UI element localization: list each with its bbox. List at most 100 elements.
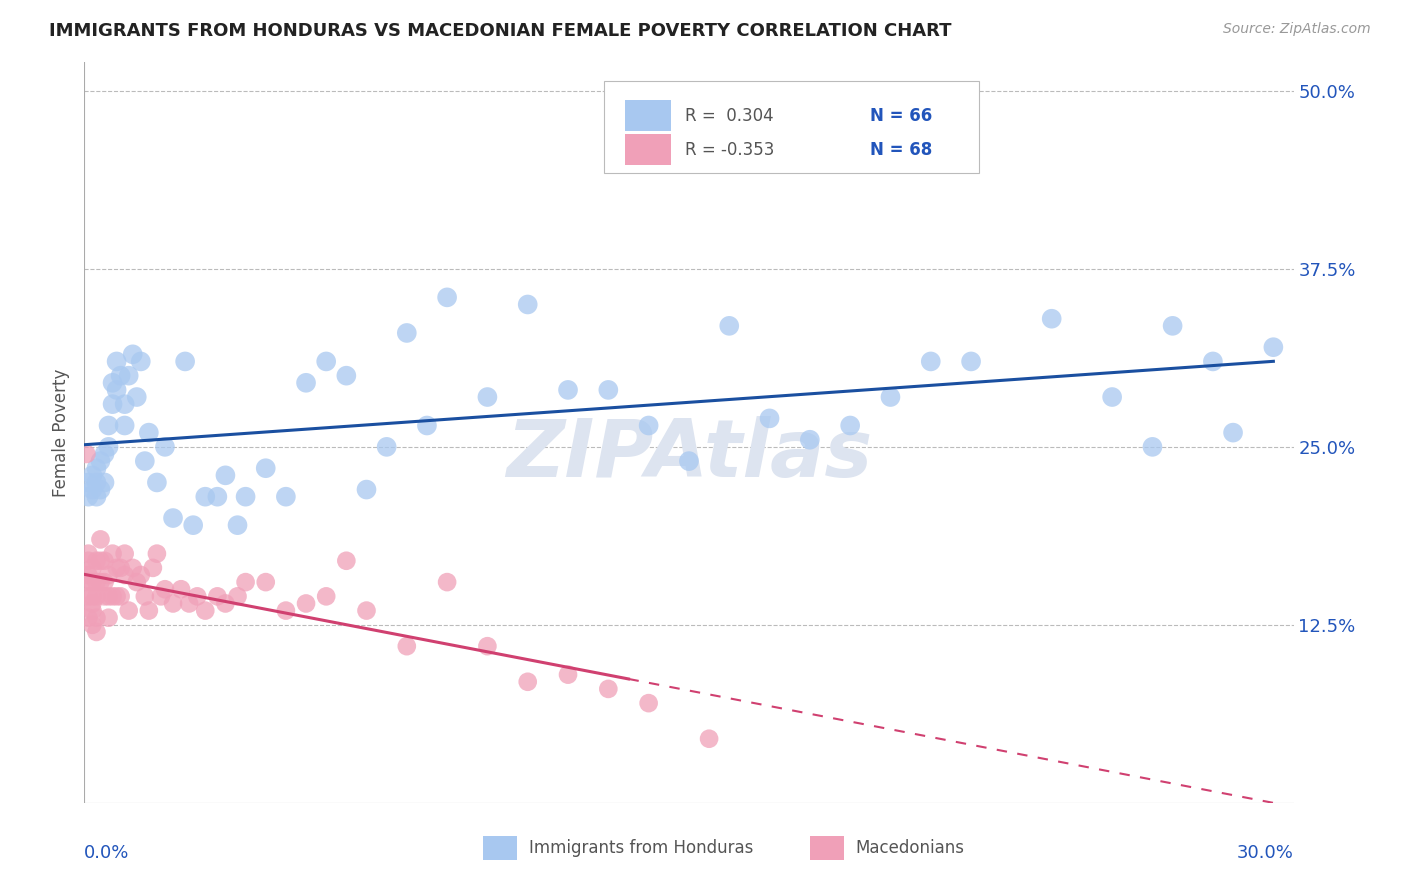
Point [110,590,132,604]
Point [77,547,100,561]
Point [226,518,249,533]
Point [105,383,128,397]
Text: 0.0%: 0.0% [84,844,129,862]
Point [110,561,132,575]
Point [93,590,115,604]
Point [86,461,108,475]
Point [97,568,120,582]
Point [77,590,100,604]
Point [186,590,208,604]
Point [395,326,418,340]
Text: R =  0.304: R = 0.304 [685,107,773,125]
Text: 30.0%: 30.0% [1237,844,1294,862]
Point [89,575,111,590]
Point [718,318,741,333]
Point [295,597,318,611]
Point [101,376,124,390]
Point [162,597,184,611]
Point [207,490,229,504]
Text: Immigrants from Honduras: Immigrants from Honduras [529,839,754,857]
Point [375,440,398,454]
Point [101,397,124,411]
FancyBboxPatch shape [484,836,517,860]
Point [93,447,115,461]
Point [105,354,128,368]
Point [77,554,100,568]
FancyBboxPatch shape [624,135,671,165]
Point [181,518,204,533]
Point [516,674,538,689]
Point [356,604,378,618]
Text: N = 68: N = 68 [870,141,932,159]
Point [799,433,821,447]
Point [101,547,124,561]
Point [174,354,197,368]
Point [274,490,297,504]
Point [97,418,120,433]
Point [105,590,128,604]
Point [516,297,538,311]
Point [335,368,357,383]
Point [121,347,143,361]
Point [114,418,136,433]
Point [89,454,111,468]
Point [214,468,236,483]
Point [97,590,120,604]
Text: R = -0.353: R = -0.353 [685,141,775,159]
Point [274,604,297,618]
Text: ZIPAtlas: ZIPAtlas [506,416,872,494]
Point [1161,318,1184,333]
Point [86,610,108,624]
Point [129,354,152,368]
Point [1202,354,1225,368]
Point [138,425,160,440]
Point [114,397,136,411]
Point [477,390,499,404]
Point [97,610,120,624]
Point [839,418,862,433]
Point [315,354,337,368]
Point [960,354,983,368]
Point [82,617,104,632]
Point [637,696,659,710]
Point [335,554,357,568]
Y-axis label: Female Poverty: Female Poverty [52,368,70,497]
Point [416,418,439,433]
Point [118,368,141,383]
Point [235,575,257,590]
Point [395,639,418,653]
Point [82,597,104,611]
Point [153,582,176,597]
Point [436,575,458,590]
Point [121,561,143,575]
Text: N = 66: N = 66 [870,107,932,125]
FancyBboxPatch shape [605,81,979,173]
Point [179,597,201,611]
Point [86,475,108,490]
Point [637,418,659,433]
Point [86,624,108,639]
Point [82,575,104,590]
Point [134,590,156,604]
Point [254,461,277,475]
Point [93,554,115,568]
Point [1142,440,1164,454]
Point [75,447,97,461]
Point [138,604,160,618]
Point [598,681,620,696]
Point [1263,340,1285,354]
Point [86,490,108,504]
FancyBboxPatch shape [810,836,844,860]
Point [678,454,700,468]
Point [118,604,141,618]
Point [194,490,217,504]
Point [82,483,104,497]
Text: Source: ZipAtlas.com: Source: ZipAtlas.com [1223,22,1371,37]
Point [477,639,499,653]
Point [134,454,156,468]
Point [356,483,378,497]
Point [93,575,115,590]
Text: IMMIGRANTS FROM HONDURAS VS MACEDONIAN FEMALE POVERTY CORRELATION CHART: IMMIGRANTS FROM HONDURAS VS MACEDONIAN F… [49,22,952,40]
FancyBboxPatch shape [624,100,671,131]
Point [295,376,318,390]
